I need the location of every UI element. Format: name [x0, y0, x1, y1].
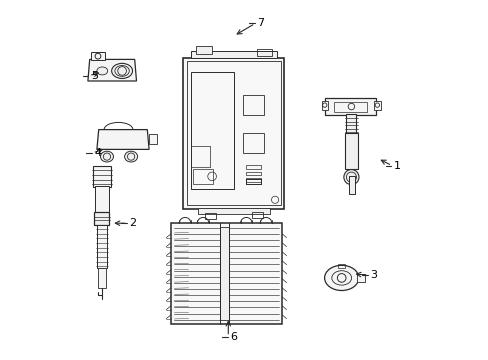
Bar [246, 172, 260, 175]
Bar [220, 227, 228, 320]
Bar [170, 223, 282, 324]
Ellipse shape [324, 265, 358, 291]
Bar [196, 46, 212, 54]
Bar [246, 179, 260, 184]
Bar [193, 169, 213, 184]
Bar [348, 176, 354, 194]
Bar [251, 212, 262, 218]
Ellipse shape [343, 170, 358, 185]
Text: 6: 6 [230, 332, 237, 342]
Bar [344, 133, 358, 169]
Bar [246, 179, 260, 184]
Bar [242, 133, 264, 153]
Bar [246, 165, 260, 169]
Bar [93, 166, 110, 187]
Text: 3: 3 [370, 270, 377, 280]
Bar [197, 208, 269, 214]
Bar [204, 213, 215, 219]
Bar [321, 101, 328, 110]
Bar [190, 72, 233, 189]
Ellipse shape [97, 67, 107, 75]
Bar [373, 101, 380, 110]
Text: 4: 4 [94, 148, 102, 158]
Polygon shape [88, 59, 136, 81]
Bar [257, 49, 271, 56]
Bar [325, 98, 375, 115]
Text: 5: 5 [91, 71, 98, 81]
Bar [91, 52, 105, 60]
Polygon shape [97, 130, 149, 149]
Bar [190, 51, 276, 58]
Bar [246, 178, 260, 182]
Bar [346, 114, 356, 134]
Bar [149, 134, 157, 144]
Bar [186, 61, 280, 205]
Bar [246, 179, 260, 184]
Ellipse shape [111, 63, 132, 78]
Bar [97, 225, 107, 268]
Text: 2: 2 [129, 218, 136, 228]
Bar [95, 186, 108, 212]
Bar [94, 212, 109, 225]
Bar [242, 95, 264, 115]
Ellipse shape [101, 151, 113, 162]
Ellipse shape [124, 151, 137, 162]
Bar [337, 264, 345, 268]
Text: 1: 1 [393, 161, 400, 171]
Bar [183, 58, 284, 209]
Bar [334, 102, 366, 112]
Text: 7: 7 [257, 18, 264, 28]
Bar [98, 268, 105, 288]
Bar [356, 274, 364, 282]
